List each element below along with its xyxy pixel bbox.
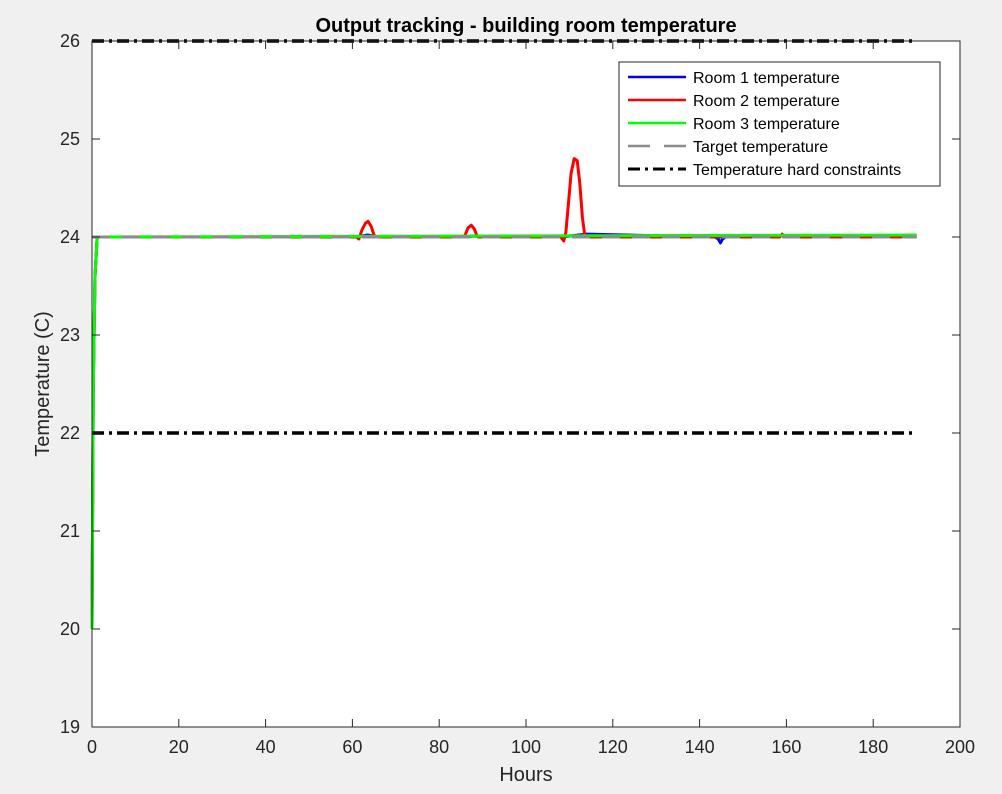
series-layer	[90, 39, 917, 630]
x-tick-label: 20	[169, 737, 189, 757]
legend-label-room-3-temperature: Room 3 temperature	[693, 116, 840, 133]
legend-label-room-2-temperature: Room 2 temperature	[693, 93, 840, 110]
x-tick-label: 40	[256, 737, 276, 757]
x-axis-label: Hours	[499, 764, 552, 786]
x-tick-label: 120	[598, 737, 628, 757]
chart-title: Output tracking - building room temperat…	[315, 15, 736, 37]
axes-layer: 0 20 40 60 80 100 120 140 160 180 200 19 20 21 22 23 24 2…	[60, 31, 975, 757]
x-tick-label: 160	[771, 737, 801, 757]
legend-label-room-1-temperature: Room 1 temperature	[693, 70, 840, 87]
y-tick-label: 25	[60, 129, 80, 149]
series-line-room-2-temperature	[90, 157, 917, 630]
x-tick-label: 180	[858, 737, 888, 757]
legend-label-target-temperature: Target temperature	[693, 139, 828, 156]
y-tick-label: 26	[60, 31, 80, 51]
y-tick-label: 19	[60, 717, 80, 737]
y-tick-label: 21	[60, 521, 80, 541]
y-axis-label: Temperature (C)	[32, 311, 54, 457]
y-tick-label: 22	[60, 423, 80, 443]
x-tick-label: 100	[511, 737, 541, 757]
y-tick-label: 20	[60, 619, 80, 639]
y-tick-label: 24	[60, 227, 80, 247]
x-tick-label: 60	[342, 737, 362, 757]
x-tick-label: 80	[429, 737, 449, 757]
legend: Room 1 temperature Room 2 temperature Room…	[618, 61, 941, 187]
y-tick-label: 23	[60, 325, 80, 345]
legend-label-temperature-hard-constraints: Temperature hard constraints	[693, 162, 901, 179]
x-tick-label: 140	[685, 737, 715, 757]
x-tick-label: 200	[945, 737, 975, 757]
x-tick-label: 0	[87, 737, 97, 757]
